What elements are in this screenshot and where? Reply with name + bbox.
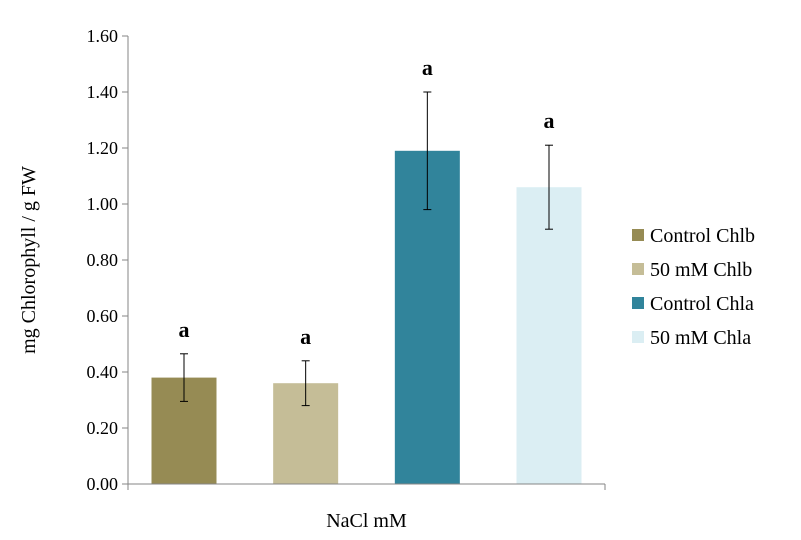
significance-label: a (179, 317, 190, 342)
legend-label: 50 mM Chla (650, 327, 751, 349)
bars (151, 150, 582, 485)
legend-swatch (632, 331, 644, 343)
y-tick-label: 0.60 (87, 306, 119, 326)
y-tick-label: 0.80 (87, 250, 119, 270)
legend: Control Chlb 50 mM Chlb Control Chla 50 mM … (632, 225, 755, 349)
y-axis: 0.00 0.20 0.40 0.60 0.80 1.00 1.20 1.40 1.60 (87, 26, 129, 494)
y-tick-label: 1.60 (87, 26, 119, 46)
legend-swatch (632, 229, 644, 241)
y-tick-label: 0.40 (87, 362, 119, 382)
significance-labels: a a a a (179, 55, 555, 349)
x-axis (127, 483, 606, 490)
significance-label: a (544, 108, 555, 133)
significance-label: a (422, 55, 433, 80)
legend-swatch (632, 263, 644, 275)
y-tick-label: 1.40 (87, 82, 119, 102)
legend-label: 50 mM Chlb (650, 259, 752, 281)
legend-label: Control Chla (650, 293, 754, 315)
legend-swatch (632, 297, 644, 309)
y-tick-label: 1.00 (87, 194, 119, 214)
y-tick-label: 0.00 (87, 474, 119, 494)
error-bars (180, 91, 553, 407)
y-axis-title: mg Chlorophyll / g FW (18, 166, 40, 354)
significance-label: a (300, 324, 311, 349)
bar (516, 187, 582, 484)
y-tick-label: 0.20 (87, 418, 119, 438)
legend-label: Control Chlb (650, 225, 755, 247)
y-tick-label: 1.20 (87, 138, 119, 158)
x-axis-title: NaCl mM (326, 510, 407, 532)
